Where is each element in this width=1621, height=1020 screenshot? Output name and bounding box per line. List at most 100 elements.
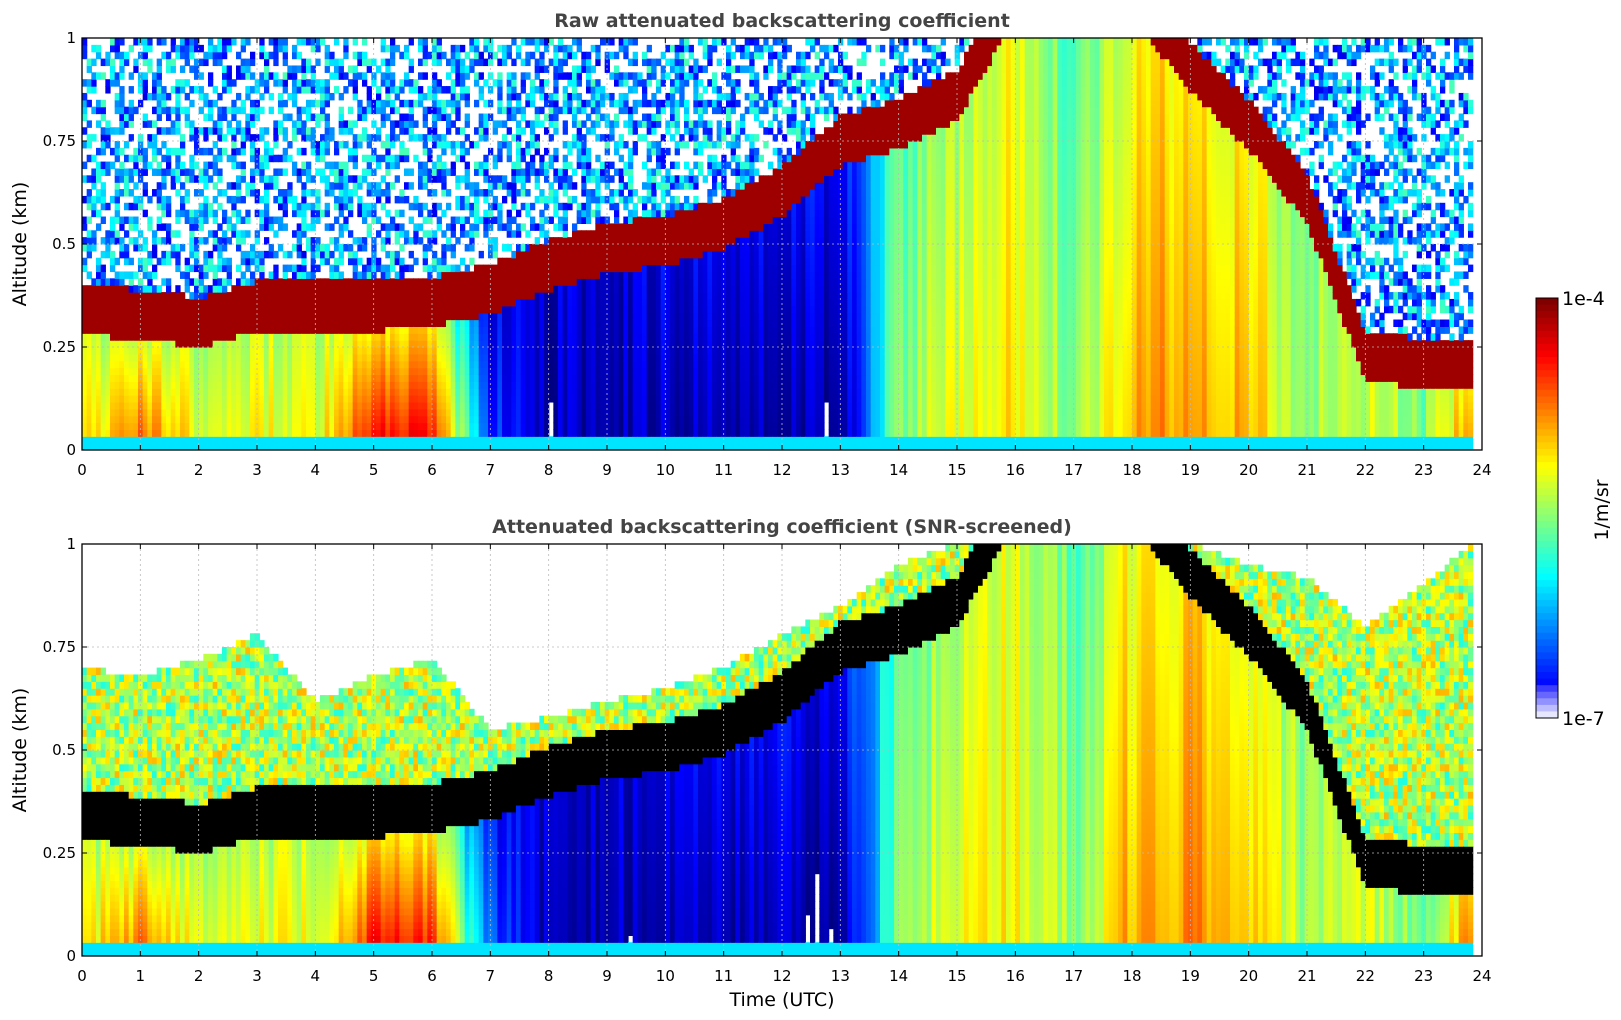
heatmap-cell [432, 38, 438, 46]
heatmap-cell [357, 340, 363, 348]
heatmap-cell [292, 92, 298, 101]
heatmap-cell [315, 120, 321, 128]
heatmap-cell [478, 216, 484, 224]
heatmap-cell [464, 271, 470, 279]
heatmap-cell [282, 408, 288, 417]
heatmap-cell [264, 395, 270, 403]
heatmap-cell [254, 388, 260, 396]
heatmap-cell [483, 271, 489, 279]
heatmap-cell [352, 161, 358, 170]
heatmap-cell [334, 182, 340, 190]
heatmap-cell [231, 381, 237, 389]
heatmap-cell [282, 51, 288, 60]
heatmap-cell [259, 51, 265, 60]
heatmap-cell [553, 347, 559, 355]
heatmap-cell [394, 388, 400, 396]
heatmap-cell [362, 298, 368, 307]
heatmap-cell [292, 65, 298, 73]
heatmap-cell [259, 381, 265, 389]
heatmap-cell [534, 271, 540, 279]
heatmap-cell [198, 86, 204, 94]
heatmap-cell [124, 429, 130, 437]
heatmap-cell [539, 298, 545, 307]
heatmap-cell [250, 72, 256, 80]
heatmap-cell [441, 340, 447, 348]
heatmap-cell [259, 195, 265, 204]
heatmap-cell [282, 72, 288, 80]
heatmap-cell [142, 353, 148, 362]
heatmap-cell [492, 195, 498, 204]
heatmap-cell [516, 374, 522, 382]
heatmap-cell [292, 422, 298, 430]
heatmap-cell [268, 415, 274, 424]
heatmap-cell [450, 415, 456, 424]
heatmap-cell [469, 388, 475, 396]
heatmap-cell [128, 216, 134, 224]
heatmap-cell [595, 230, 601, 238]
heatmap-cell [455, 271, 461, 279]
heatmap-cell [488, 312, 494, 321]
heatmap-cell [91, 79, 97, 87]
heatmap-cell [595, 436, 601, 444]
heatmap-cell [198, 443, 204, 450]
heatmap-cell [320, 99, 326, 108]
heatmap-cell [180, 168, 186, 176]
heatmap-cell [100, 134, 106, 142]
heatmap-cell [413, 436, 419, 444]
heatmap-cell [460, 319, 466, 327]
heatmap-cell [422, 72, 428, 80]
heatmap-cell [394, 209, 400, 218]
heatmap-cell [324, 353, 330, 362]
heatmap-cell [432, 99, 438, 108]
heatmap-cell [362, 113, 368, 121]
heatmap-cell [147, 367, 153, 376]
heatmap-cell [320, 106, 326, 115]
heatmap-cell [147, 58, 153, 67]
heatmap-cell [572, 395, 578, 403]
heatmap-cell [226, 374, 232, 382]
heatmap-cell [362, 408, 368, 417]
heatmap-cell [301, 168, 307, 176]
heatmap-cell [301, 319, 307, 327]
heatmap-cell [203, 113, 209, 121]
heatmap-cell [352, 147, 358, 156]
heatmap-cell [558, 216, 564, 224]
heatmap-cell [91, 319, 97, 327]
heatmap-cell [366, 230, 372, 238]
heatmap-cell [474, 182, 480, 190]
heatmap-cell [96, 298, 102, 307]
heatmap-cell [147, 340, 153, 348]
heatmap-cell [450, 326, 456, 334]
heatmap-cell [287, 353, 293, 362]
heatmap-cell [600, 422, 606, 430]
heatmap-cell [315, 202, 321, 211]
heatmap-cell [455, 202, 461, 211]
heatmap-cell [208, 99, 214, 108]
heatmap-cell [301, 202, 307, 211]
heatmap-cell [506, 189, 512, 197]
heatmap-cell [385, 209, 391, 218]
heatmap-cell [147, 395, 153, 403]
heatmap-cell [166, 92, 172, 101]
heatmap-cell [338, 250, 344, 259]
heatmap-cell [194, 360, 200, 369]
heatmap-cell [586, 395, 592, 403]
heatmap-cell [506, 257, 512, 266]
heatmap-cell [446, 168, 452, 176]
heatmap-cell [366, 168, 372, 176]
heatmap-cell [264, 292, 270, 300]
heatmap-cell [217, 415, 223, 424]
heatmap-cell [114, 257, 120, 266]
heatmap-cell [553, 415, 559, 424]
heatmap-cell [329, 168, 335, 176]
heatmap-cell [422, 285, 428, 293]
heatmap-cell [264, 237, 270, 245]
heatmap-cell [572, 429, 578, 437]
heatmap-cell [362, 305, 368, 314]
heatmap-cell [82, 408, 88, 417]
heatmap-cell [525, 271, 531, 279]
heatmap-cell [264, 312, 270, 321]
heatmap-cell [161, 408, 167, 417]
heatmap-cell [217, 340, 223, 348]
heatmap-cell [240, 38, 246, 46]
